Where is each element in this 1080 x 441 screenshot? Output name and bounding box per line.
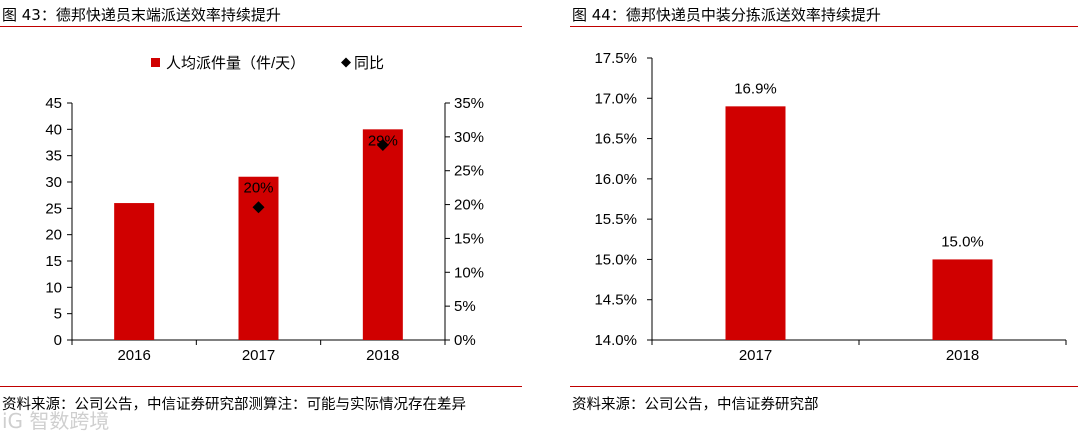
y-tick-label-left: 10 <box>45 279 62 296</box>
yoy-label-2018: 29% <box>368 132 398 149</box>
y-tick-label: 16.5% <box>594 131 637 148</box>
y-tick-label: 17.5% <box>594 50 637 67</box>
x-tick-label: 2018 <box>946 347 979 364</box>
x-tick-label: 2016 <box>117 347 150 364</box>
y-tick-label-right: 35% <box>454 95 484 112</box>
left-title-rule <box>0 26 522 27</box>
right-figure-title: 图 44：德邦快递员中装分拣派送效率持续提升 <box>572 6 881 24</box>
y-tick-label-left: 5 <box>54 306 62 323</box>
right-chart: 14.0% 14.5% 15.0% 15.5% 16.0% 16.5% 17.0% 17.5%… <box>594 50 1067 364</box>
right-source-rule <box>570 386 1078 387</box>
y-tick-label: 15.5% <box>594 211 637 228</box>
y-tick-label-right: 10% <box>454 264 484 281</box>
left-panel: 图 43：德邦快递员末端派送效率持续提升 0 5 10 15 20 25 30 35 40 45 0… <box>0 0 525 441</box>
bar-2018 <box>362 129 403 340</box>
legend-label-yoy: 同比 <box>354 55 384 72</box>
y-tick-label-right: 25% <box>454 163 484 180</box>
legend-swatch-bar <box>151 58 160 67</box>
bar-2016 <box>114 203 155 340</box>
yoy-point-2018 <box>376 138 389 151</box>
y-tick-label: 14.0% <box>594 332 637 349</box>
y-tick-label-right: 5% <box>454 298 476 315</box>
y-tick-label-left: 40 <box>45 121 62 138</box>
yoy-label-2017: 20% <box>243 180 273 197</box>
left-chart: 0 5 10 15 20 25 30 35 40 45 0% 5% 10% 15% 20% 25% 30% 35%… <box>45 55 484 364</box>
y-tick-label-left: 25 <box>45 200 62 217</box>
y-tick-label-left: 20 <box>45 227 62 244</box>
x-tick-label: 2017 <box>242 347 275 364</box>
y-tick-label: 17.0% <box>594 90 637 107</box>
bar-2017 <box>725 106 786 340</box>
y-tick-label-left: 45 <box>45 95 62 112</box>
y-tick-label-right: 20% <box>454 197 484 214</box>
legend-swatch-yoy <box>341 57 351 68</box>
right-source-note: 资料来源：公司公告，中信证券研究部 <box>572 397 819 413</box>
bar-2017 <box>238 176 279 340</box>
data-label-2018: 15.0% <box>941 233 984 250</box>
left-figure-title: 图 43：德邦快递员末端派送效率持续提升 <box>2 6 281 24</box>
y-tick-label-right: 30% <box>454 129 484 146</box>
right-title-rule <box>570 26 1078 27</box>
y-tick-label: 15.0% <box>594 251 637 268</box>
y-tick-label-left: 15 <box>45 253 62 270</box>
legend-label-bar: 人均派件量（件/天） <box>166 55 305 72</box>
y-tick-label-left: 0 <box>54 332 62 349</box>
yoy-point-2017 <box>252 201 265 214</box>
left-source-rule <box>0 386 522 387</box>
y-tick-label-left: 35 <box>45 148 62 165</box>
y-tick-label: 16.0% <box>594 171 637 188</box>
x-tick-label: 2018 <box>366 347 399 364</box>
y-tick-label: 14.5% <box>594 292 637 309</box>
bar-2018 <box>932 259 993 340</box>
data-label-2017: 16.9% <box>734 80 777 97</box>
y-tick-label-left: 30 <box>45 174 62 191</box>
x-tick-label: 2017 <box>739 347 772 364</box>
y-tick-label-right: 15% <box>454 230 484 247</box>
left-source-note: 资料来源：公司公告，中信证券研究部测算注：可能与实际情况存在差异 <box>2 397 466 413</box>
right-panel: 图 44：德邦快递员中装分拣派送效率持续提升 14.0% 14.5% 15.0% 15… <box>570 0 1080 441</box>
y-tick-label-right: 0% <box>454 332 476 349</box>
